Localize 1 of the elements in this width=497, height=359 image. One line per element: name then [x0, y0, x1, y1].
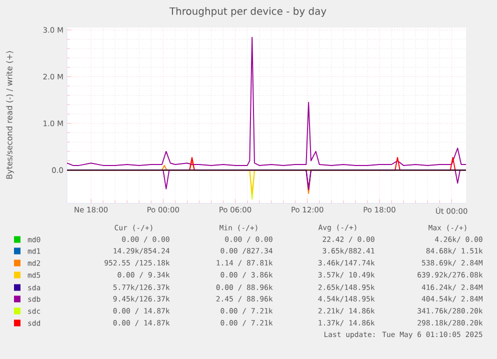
chart-title: Throughput per device - by day	[169, 7, 326, 17]
